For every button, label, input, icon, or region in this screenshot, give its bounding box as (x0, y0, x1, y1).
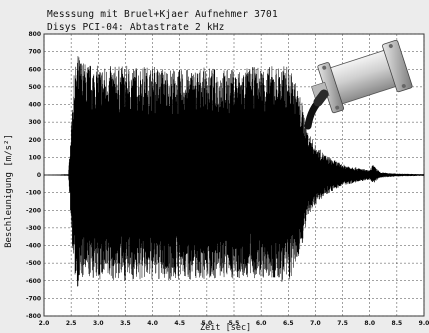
sensor-photo (304, 40, 420, 132)
y-tick-label: -600 (26, 278, 41, 285)
y-tick-label: -200 (26, 207, 41, 214)
y-tick-label: 0 (37, 172, 41, 179)
y-tick-label: 400 (28, 102, 41, 109)
y-tick-label: 800 (28, 31, 41, 38)
y-tick-label: -700 (26, 295, 41, 302)
y-tick-label: -100 (26, 190, 41, 197)
x-tick-label: 3.0 (93, 320, 104, 327)
x-tick-label: 8.0 (364, 320, 375, 327)
x-tick-label: 7.5 (337, 320, 348, 327)
x-tick-label: 4.5 (174, 320, 185, 327)
y-tick-label: -500 (26, 260, 41, 267)
x-axis-label: Zeit [sec] (200, 323, 251, 333)
x-tick-label: 3.5 (120, 320, 131, 327)
y-tick-label: 700 (28, 49, 41, 56)
y-tick-label: 300 (28, 119, 41, 126)
chart-title-line-2: Disys PCI-04: Abtastrate 2 kHz (47, 22, 225, 33)
y-tick-label: 500 (28, 84, 41, 91)
x-tick-label: 2.5 (66, 320, 77, 327)
y-tick-label: -800 (26, 313, 41, 320)
y-tick-label: 100 (28, 154, 41, 161)
x-tick-label: 6.5 (283, 320, 294, 327)
x-tick-label: 2.0 (39, 320, 50, 327)
y-tick-label: 200 (28, 137, 41, 144)
y-axis-label: Beschleunigung [m/s²] (4, 131, 14, 251)
x-tick-label: 9.0 (419, 320, 429, 327)
y-tick-label: 600 (28, 66, 41, 73)
y-tick-label: -400 (26, 243, 41, 250)
y-tick-label: -300 (26, 225, 41, 232)
x-tick-label: 8.5 (392, 320, 403, 327)
x-tick-label: 4.0 (147, 320, 158, 327)
x-tick-label: 6.0 (256, 320, 267, 327)
chart-title-line-1: Messsung mit Bruel+Kjaer Aufnehmer 3701 (47, 9, 278, 20)
x-tick-label: 7.0 (310, 320, 321, 327)
